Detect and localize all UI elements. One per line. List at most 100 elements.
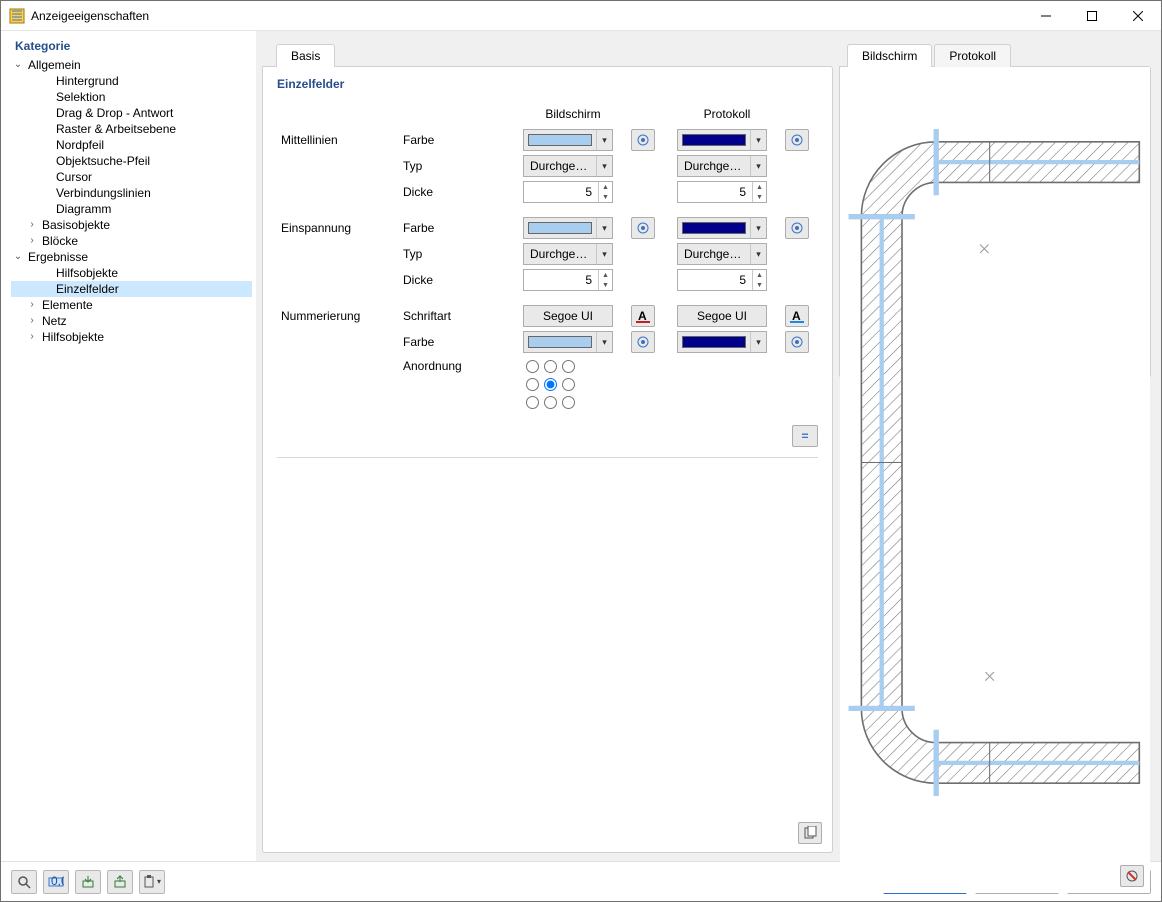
anordnung-radio[interactable] xyxy=(523,375,541,393)
tree-item-label: Verbindungslinien xyxy=(53,185,154,201)
einspannung-screen-color[interactable]: ▾ xyxy=(523,217,613,239)
tree-item[interactable]: ›Basisobjekte xyxy=(11,217,252,233)
svg-text:0,00: 0,00 xyxy=(51,875,64,888)
preview-canvas xyxy=(840,67,1150,893)
group-nummerierung: Nummerierung xyxy=(277,303,399,413)
tree-item[interactable]: ›Hilfsobjekte xyxy=(11,329,252,345)
tab-bildschirm[interactable]: Bildschirm xyxy=(847,44,932,67)
mittellinien-screen-dicke[interactable]: 5▲▼ xyxy=(523,181,613,203)
tree-item-label: Ergebnisse xyxy=(25,249,91,265)
tree-item[interactable]: Raster & Arbeitsebene xyxy=(11,121,252,137)
anordnung-radio[interactable] xyxy=(523,357,541,375)
settings-panel: Einzelfelder Bildschirm Protokoll xyxy=(262,66,833,853)
label-dicke: Dicke xyxy=(399,267,519,293)
anordnung-radio[interactable] xyxy=(523,393,541,411)
settings-form: Bildschirm Protokoll Mittellinien Farbe xyxy=(277,101,813,413)
mittellinien-protocol-typ[interactable]: Durchgezo...▾ xyxy=(677,155,767,177)
precision-icon[interactable]: 0,00 xyxy=(43,870,69,894)
einspannung-protocol-typ[interactable]: Durchgezo...▾ xyxy=(677,243,767,265)
chevron-down-icon[interactable]: ⌄ xyxy=(11,57,25,73)
preview-panel xyxy=(839,66,1151,378)
tree-item[interactable]: ⌄Allgemein xyxy=(11,57,252,73)
color-picker-icon[interactable] xyxy=(785,217,809,239)
mittellinien-screen-typ[interactable]: Durchgezo...▾ xyxy=(523,155,613,177)
reset-preview-button[interactable] xyxy=(1120,865,1144,887)
sync-columns-button[interactable]: = xyxy=(792,425,818,447)
export-icon[interactable] xyxy=(107,870,133,894)
tree-item-label: Basisobjekte xyxy=(39,217,113,233)
font-picker-icon[interactable]: A xyxy=(631,305,655,327)
tree-item-label: Selektion xyxy=(53,89,108,105)
tree-item-label: Hilfsobjekte xyxy=(53,265,121,281)
mittellinien-screen-color[interactable]: ▾ xyxy=(523,129,613,151)
tree-item[interactable]: Hintergrund xyxy=(11,73,252,89)
anordnung-radio[interactable] xyxy=(541,357,559,375)
label-typ: Typ xyxy=(399,241,519,267)
mittellinien-protocol-dicke[interactable]: 5▲▼ xyxy=(677,181,767,203)
tree-item-label: Raster & Arbeitsebene xyxy=(53,121,179,137)
close-button[interactable] xyxy=(1115,1,1161,31)
tree-item-label: Einzelfelder xyxy=(53,281,122,297)
tree-item[interactable]: Einzelfelder xyxy=(11,281,252,297)
tree-item-label: Cursor xyxy=(53,169,95,185)
tree-item[interactable]: ⌄Ergebnisse xyxy=(11,249,252,265)
nummerierung-screen-font[interactable]: Segoe UI xyxy=(523,305,613,327)
chevron-right-icon[interactable]: › xyxy=(25,313,39,329)
einspannung-protocol-dicke[interactable]: 5▲▼ xyxy=(677,269,767,291)
minimize-button[interactable] xyxy=(1023,1,1069,31)
content-area: Basis Einzelfelder Bildschirm Protokoll xyxy=(256,31,1161,861)
tree-item[interactable]: ›Netz xyxy=(11,313,252,329)
tree-item-label: Nordpfeil xyxy=(53,137,107,153)
color-picker-icon[interactable] xyxy=(631,129,655,151)
tree-item[interactable]: Selektion xyxy=(11,89,252,105)
anordnung-radio[interactable] xyxy=(541,375,559,393)
tree-item-label: Blöcke xyxy=(39,233,81,249)
einspannung-screen-typ[interactable]: Durchgezo...▾ xyxy=(523,243,613,265)
font-picker-icon[interactable]: A xyxy=(785,305,809,327)
anordnung-radio[interactable] xyxy=(559,393,577,411)
chevron-down-icon[interactable]: ⌄ xyxy=(11,249,25,265)
tree-item[interactable]: Diagramm xyxy=(11,201,252,217)
tree-item[interactable]: Nordpfeil xyxy=(11,137,252,153)
tree-item[interactable]: Objektsuche-Pfeil xyxy=(11,153,252,169)
tab-basis[interactable]: Basis xyxy=(276,44,335,67)
label-typ: Typ xyxy=(399,153,519,179)
tab-protokoll[interactable]: Protokoll xyxy=(934,44,1011,67)
chevron-right-icon[interactable]: › xyxy=(25,329,39,345)
color-picker-icon[interactable] xyxy=(785,331,809,353)
section-title: Einzelfelder xyxy=(277,77,818,91)
category-tree[interactable]: ⌄AllgemeinHintergrundSelektionDrag & Dro… xyxy=(11,57,252,345)
settings-tabstrip: Basis xyxy=(262,41,833,66)
window-title: Anzeigeeigenschaften xyxy=(31,9,1023,23)
anordnung-radio[interactable] xyxy=(559,357,577,375)
tree-item[interactable]: ›Elemente xyxy=(11,297,252,313)
color-picker-icon[interactable] xyxy=(785,129,809,151)
color-picker-icon[interactable] xyxy=(631,217,655,239)
nummerierung-screen-color[interactable]: ▾ xyxy=(523,331,613,353)
einspannung-protocol-color[interactable]: ▾ xyxy=(677,217,767,239)
import-icon[interactable] xyxy=(75,870,101,894)
tree-item[interactable]: Cursor xyxy=(11,169,252,185)
search-icon[interactable] xyxy=(11,870,37,894)
chevron-right-icon[interactable]: › xyxy=(25,233,39,249)
einspannung-screen-dicke[interactable]: 5▲▼ xyxy=(523,269,613,291)
copy-settings-button[interactable] xyxy=(798,822,822,844)
tree-item[interactable]: ›Blöcke xyxy=(11,233,252,249)
anordnung-radio[interactable] xyxy=(541,393,559,411)
anordnung-radio[interactable] xyxy=(559,375,577,393)
anordnung-radio-grid[interactable] xyxy=(523,357,809,411)
tree-item-label: Allgemein xyxy=(25,57,84,73)
label-schriftart: Schriftart xyxy=(399,303,519,329)
nummerierung-protocol-font[interactable]: Segoe UI xyxy=(677,305,767,327)
chevron-right-icon[interactable]: › xyxy=(25,297,39,313)
mittellinien-protocol-color[interactable]: ▾ xyxy=(677,129,767,151)
tree-item[interactable]: Verbindungslinien xyxy=(11,185,252,201)
tree-item[interactable]: Hilfsobjekte xyxy=(11,265,252,281)
tree-item-label: Elemente xyxy=(39,297,96,313)
chevron-right-icon[interactable]: › xyxy=(25,217,39,233)
maximize-button[interactable] xyxy=(1069,1,1115,31)
nummerierung-protocol-color[interactable]: ▾ xyxy=(677,331,767,353)
tree-item[interactable]: Drag & Drop - Antwort xyxy=(11,105,252,121)
color-picker-icon[interactable] xyxy=(631,331,655,353)
clipboard-menu-icon[interactable] xyxy=(139,870,165,894)
